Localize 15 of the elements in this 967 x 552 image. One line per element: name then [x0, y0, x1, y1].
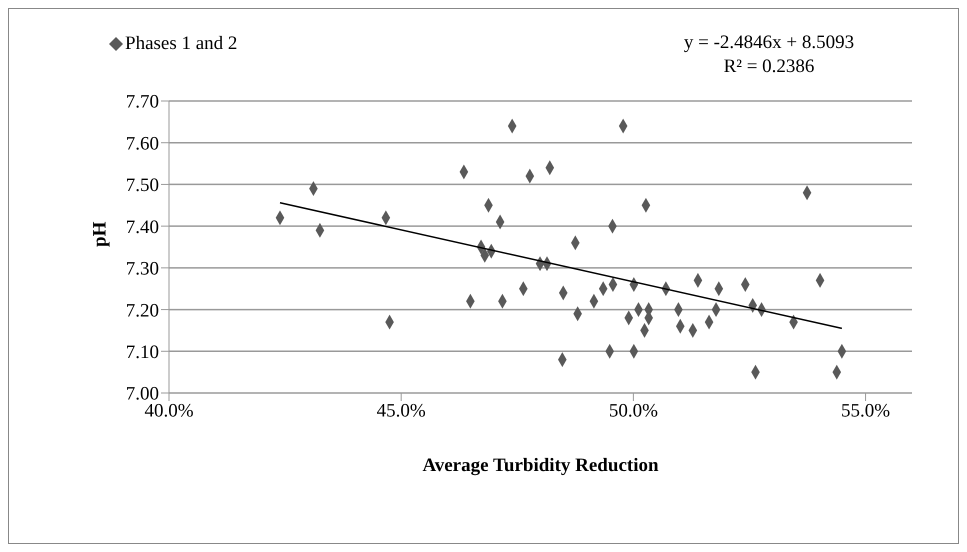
- y-tick-label: 7.10: [126, 342, 159, 364]
- x-tick-label: 45.0%: [376, 400, 426, 422]
- text: y = -2.4846x + 8.5093: [682, 31, 856, 55]
- y-tick-label: 7.70: [126, 92, 159, 113]
- legend-label: Phases 1 and 2: [124, 33, 238, 55]
- y-axis-title: pH: [90, 221, 111, 247]
- x-axis-title: Average Turbidity Reduction: [422, 455, 659, 476]
- y-tick-label: 7.40: [126, 216, 159, 238]
- text: R² = 0.2386: [722, 55, 816, 79]
- x-tick-label: 50.0%: [608, 400, 658, 422]
- y-tick-label: 7.30: [126, 258, 159, 280]
- x-tick-label: 55.0%: [841, 400, 890, 422]
- y-tick-label: 7.60: [126, 133, 159, 154]
- y-tick-label: 7.50: [126, 175, 159, 196]
- y-tick-label: 7.20: [126, 300, 159, 322]
